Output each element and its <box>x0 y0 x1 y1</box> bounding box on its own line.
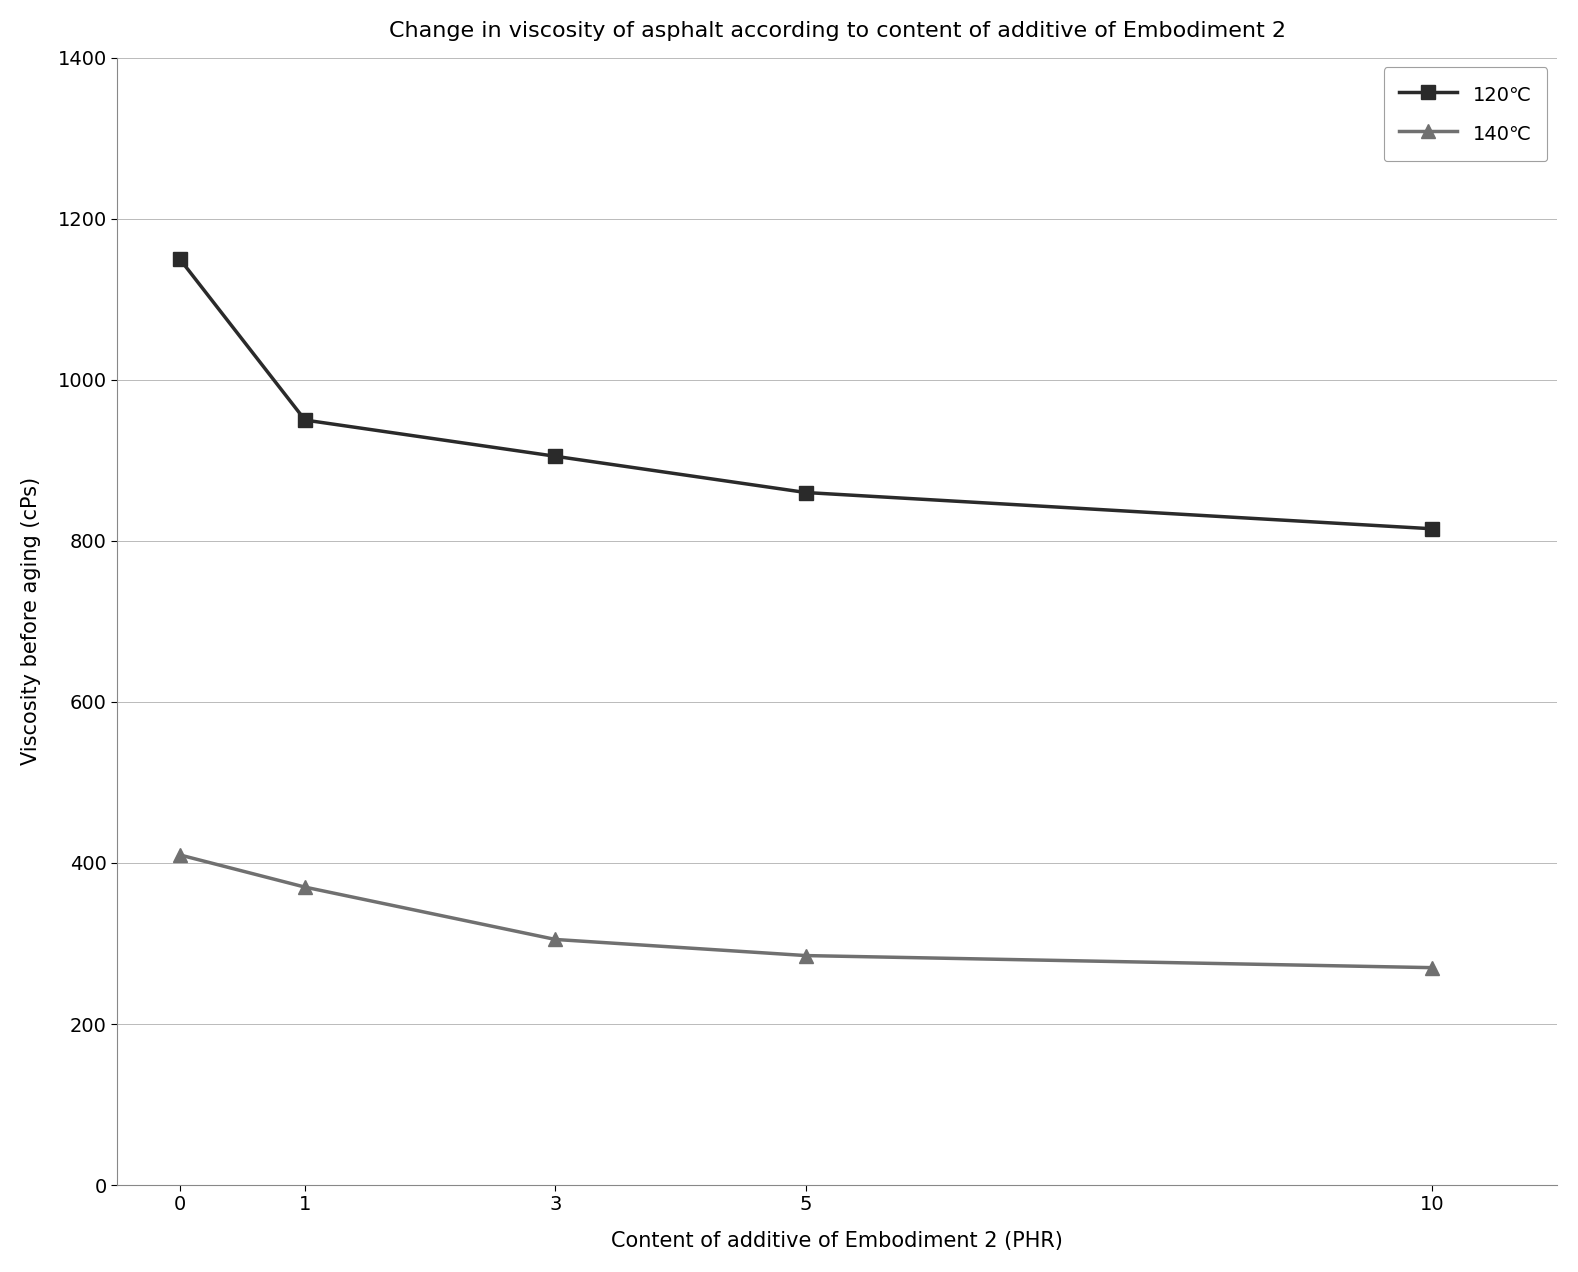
140℃ <box>797 948 816 963</box>
140℃ <box>295 879 314 894</box>
Legend: 120℃, 140℃: 120℃, 140℃ <box>1384 67 1548 162</box>
Title: Change in viscosity of asphalt according to content of additive of Embodiment 2: Change in viscosity of asphalt according… <box>388 20 1286 41</box>
140℃ <box>170 847 189 862</box>
120℃ <box>797 485 816 500</box>
120℃ <box>1422 522 1441 537</box>
Line: 120℃: 120℃ <box>174 252 1439 536</box>
X-axis label: Content of additive of Embodiment 2 (PHR): Content of additive of Embodiment 2 (PHR… <box>611 1231 1064 1252</box>
120℃ <box>170 252 189 267</box>
Line: 140℃: 140℃ <box>174 848 1439 974</box>
120℃ <box>546 449 565 464</box>
140℃ <box>546 932 565 948</box>
120℃ <box>295 412 314 427</box>
Y-axis label: Viscosity before aging (cPs): Viscosity before aging (cPs) <box>21 477 41 766</box>
140℃ <box>1422 960 1441 976</box>
